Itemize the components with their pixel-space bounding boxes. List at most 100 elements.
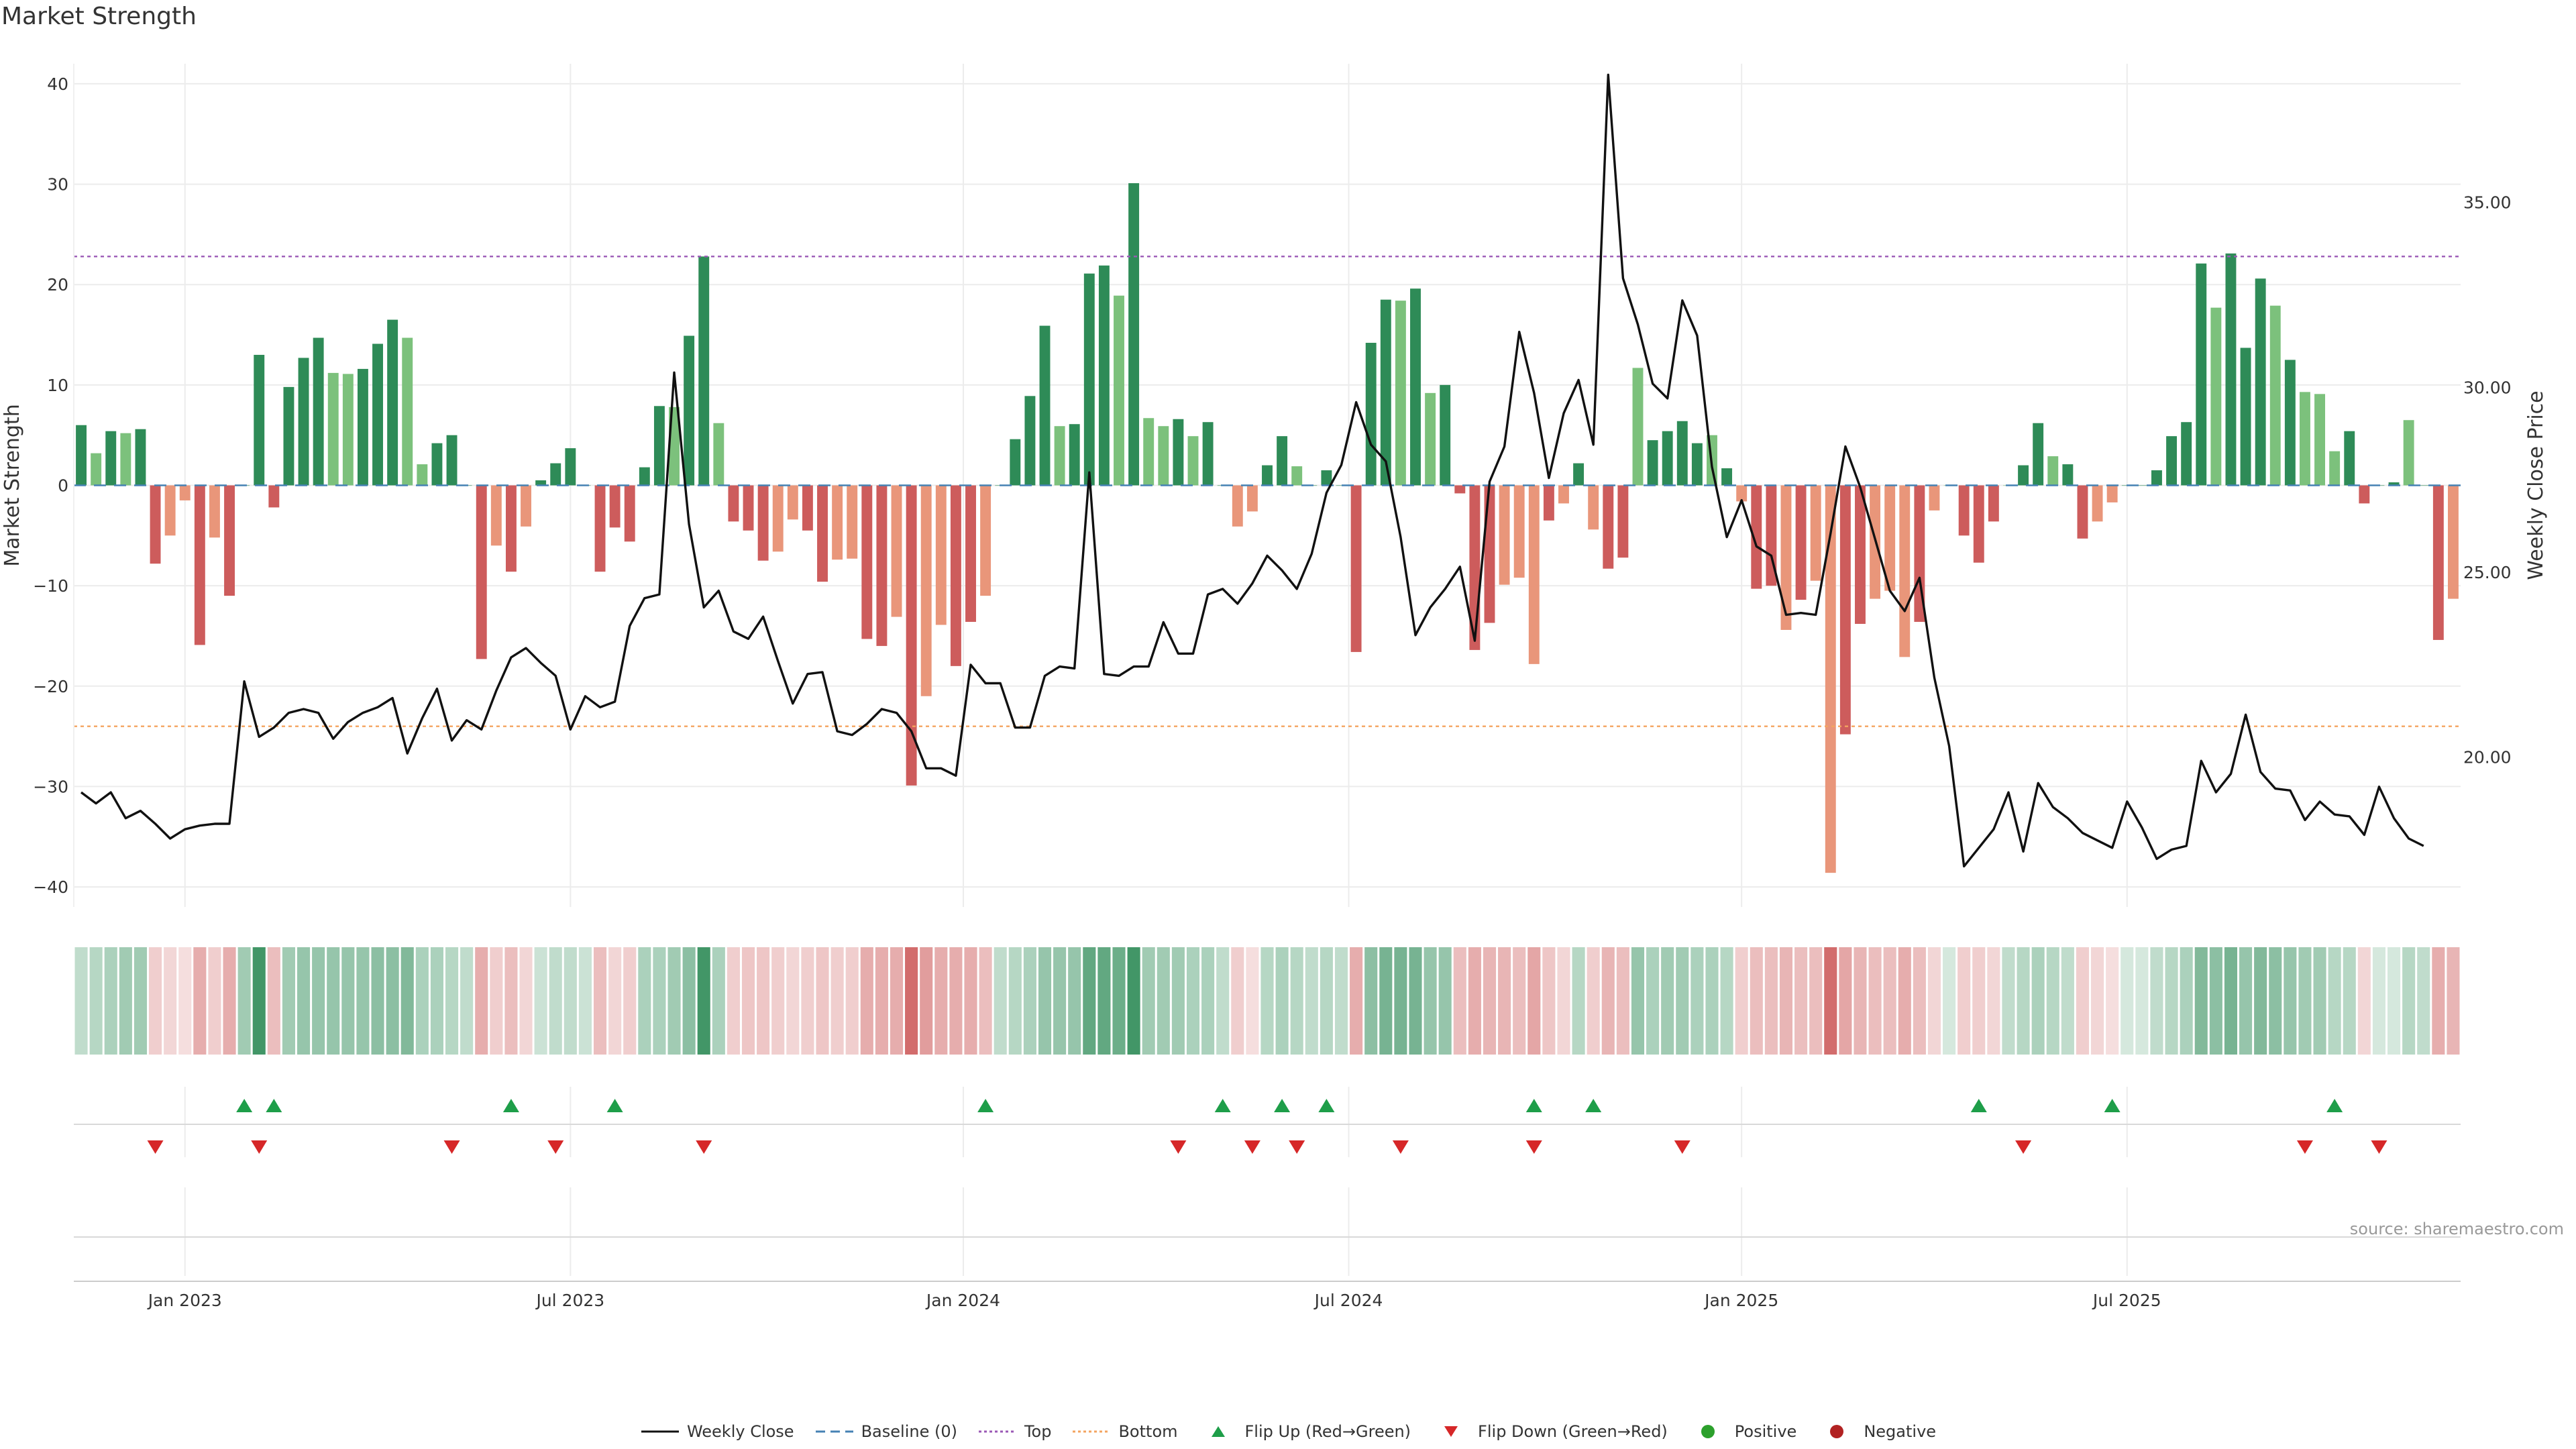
flip-up-marker — [606, 1099, 623, 1112]
strength-bar — [2196, 263, 2207, 486]
strength-bar — [1617, 485, 1629, 558]
strength-bar — [1795, 485, 1807, 600]
strength-strip-cell — [297, 947, 311, 1055]
strength-strip-cell — [1943, 947, 1956, 1055]
x-tick-label: Jan 2025 — [1703, 1291, 1778, 1310]
strength-strip-cell — [1438, 947, 1452, 1055]
strength-bar — [2403, 420, 2414, 486]
strength-bar — [1187, 436, 1199, 486]
strength-strip-cell — [994, 947, 1007, 1055]
strength-strip-cell — [1498, 947, 1511, 1055]
strength-bar — [2269, 305, 2281, 486]
strength-strip-cell — [1779, 947, 1793, 1055]
strength-strip-cell — [1690, 947, 1704, 1055]
strength-bar — [1291, 466, 1303, 486]
flip-up-marker — [1214, 1099, 1231, 1112]
strength-strip-cell — [104, 947, 117, 1055]
strength-strip-cell — [475, 947, 488, 1055]
legend-swatch — [815, 1430, 853, 1433]
strength-strip-cell — [2357, 947, 2371, 1055]
y-left-tick-label: 20 — [47, 275, 68, 294]
strength-bar — [965, 485, 976, 623]
strength-bar — [1114, 295, 1124, 486]
strength-bar — [2344, 431, 2355, 486]
strength-bar — [135, 429, 146, 486]
strength-strip-cell — [2150, 947, 2163, 1055]
strength-bar — [327, 372, 339, 486]
strength-strip-cell — [252, 947, 266, 1055]
strength-strip-cell — [816, 947, 829, 1055]
strength-strip-cell — [193, 947, 207, 1055]
strength-bar — [1676, 421, 1688, 486]
strength-strip-cell — [697, 947, 710, 1055]
flip-down-marker — [1170, 1140, 1187, 1154]
strength-strip-cell — [1616, 947, 1629, 1055]
strength-strip-cell — [1794, 947, 1808, 1055]
strength-strip-cell — [460, 947, 474, 1055]
strength-strip-cell — [2313, 947, 2326, 1055]
strength-bar — [906, 485, 917, 786]
strength-strip-cell — [757, 947, 770, 1055]
strength-strip-cell — [2091, 947, 2104, 1055]
strength-bar — [490, 485, 502, 546]
strength-strip-cell — [905, 947, 918, 1055]
strength-bar — [1395, 301, 1406, 486]
strength-strip-cell — [1839, 947, 1852, 1055]
strength-bar — [1513, 485, 1525, 578]
strength-bar — [935, 485, 947, 625]
y-right-tick-label: 20.00 — [2463, 748, 2512, 767]
strength-strip-cell — [1824, 947, 1837, 1055]
strength-bar — [1603, 485, 1614, 569]
strength-bar — [2151, 470, 2162, 486]
strength-strip-cell — [2343, 947, 2356, 1055]
strength-bar — [1839, 485, 1851, 735]
legend-item: Bottom — [1071, 1422, 1178, 1441]
strength-strip-cell — [979, 947, 992, 1055]
strength-strip-cell — [2254, 947, 2267, 1055]
strength-strip-cell — [1038, 947, 1052, 1055]
strength-bar — [179, 485, 191, 500]
strength-strip-cell — [1483, 947, 1497, 1055]
y-left-tick-label: −30 — [33, 777, 68, 796]
strength-strip-cell — [1720, 947, 1733, 1055]
legend-swatch — [1073, 1430, 1111, 1433]
strength-strip-cell — [949, 947, 963, 1055]
strength-strip-cell — [1927, 947, 1941, 1055]
strength-strip-cell — [371, 947, 384, 1055]
strength-bar — [1691, 443, 1703, 486]
strength-strip-cell — [1246, 947, 1259, 1055]
strength-strip-cell — [1231, 947, 1244, 1055]
strength-strip-cell — [2002, 947, 2015, 1055]
strength-bar — [1321, 470, 1332, 486]
strength-strip-cell — [1572, 947, 1585, 1055]
strength-bar — [2225, 253, 2237, 486]
strength-bar — [1128, 183, 1140, 486]
strength-strip-cell — [1957, 947, 1971, 1055]
strength-bar — [1277, 436, 1288, 486]
strength-strip-cell — [1216, 947, 1230, 1055]
flip-up-marker — [1525, 1099, 1542, 1112]
strength-bar — [550, 463, 561, 486]
strength-bar — [1721, 468, 1733, 486]
strength-bar — [817, 485, 828, 582]
y-left-tick-label: 0 — [58, 476, 68, 496]
strength-strip-cell — [1854, 947, 1867, 1055]
strength-strip-cell — [786, 947, 800, 1055]
strength-strip-cell — [1913, 947, 1926, 1055]
strength-strip-cell — [1468, 947, 1481, 1055]
strength-strip-cell — [415, 947, 429, 1055]
strength-bar — [1069, 424, 1080, 486]
legend-item: Flip Up (Red→Green) — [1198, 1422, 1411, 1441]
strength-strip-cell — [490, 947, 503, 1055]
strength-bar — [1662, 431, 1673, 486]
strength-strip-cell — [1068, 947, 1081, 1055]
strength-bar — [1410, 288, 1421, 486]
x-tick-label: Jul 2025 — [2092, 1291, 2161, 1310]
strength-bar — [639, 467, 650, 486]
weekly-close-price-line — [80, 73, 2424, 868]
y-left-axis-title: Market Strength — [1, 404, 24, 566]
strength-strip-cell — [1764, 947, 1778, 1055]
strength-bar — [1528, 485, 1540, 664]
strength-bar — [876, 485, 888, 646]
strength-strip-cell — [2135, 947, 2149, 1055]
